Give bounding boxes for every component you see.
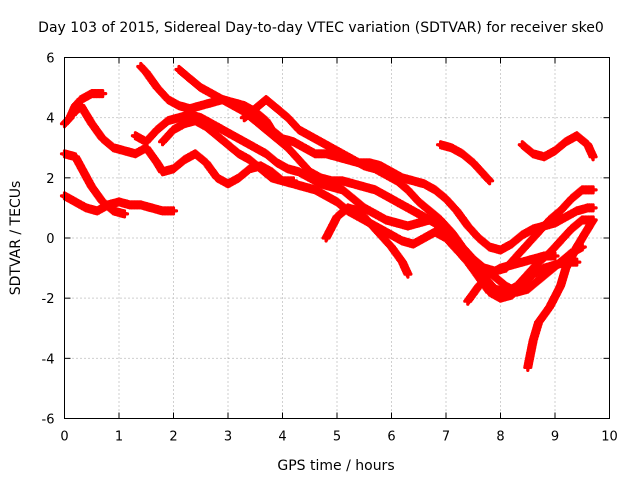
y-axis-label: SDTVAR / TECUs	[8, 181, 24, 296]
series-track-13	[463, 251, 560, 306]
x-tick-label: 9	[551, 430, 559, 445]
series-track-3	[59, 149, 130, 219]
y-tick-labels: -6 -4 -2 0 2 4 6	[42, 52, 55, 428]
series-track-14	[523, 215, 598, 372]
x-tick-label: 1	[115, 430, 123, 445]
chart-title: Day 103 of 2015, Sidereal Day-to-day VTE…	[38, 20, 604, 36]
y-tick-label: 2	[46, 172, 54, 187]
plot-frame	[64, 57, 610, 419]
x-tick-label: 2	[169, 430, 177, 445]
series-trace	[324, 206, 410, 276]
y-tick-label: -4	[42, 352, 55, 367]
y-tick-label: -6	[42, 413, 55, 428]
y-tick-label: 6	[46, 52, 54, 67]
series-trace	[62, 92, 105, 126]
series-track-11	[436, 140, 495, 186]
x-tick-label: 6	[387, 430, 395, 445]
series-trace	[439, 143, 492, 183]
series-track-10	[321, 203, 413, 279]
x-tick-label: 5	[333, 430, 341, 445]
series-trace	[466, 254, 557, 303]
y-tick-label: 4	[46, 112, 54, 127]
x-axis-label: GPS time / hours	[277, 458, 394, 474]
series-trace	[526, 218, 595, 369]
series-track-9	[239, 95, 587, 297]
x-tick-label: 4	[278, 430, 286, 445]
x-tick-label: 0	[60, 430, 68, 445]
series-track-12	[517, 131, 598, 162]
y-tick-label: 0	[46, 232, 54, 247]
series-markers	[517, 131, 598, 162]
series-markers	[130, 110, 598, 276]
x-tick-labels: 0 1 2 3 4 5 6 7 8 9 10	[60, 430, 617, 445]
data-series	[59, 61, 598, 372]
series-trace	[133, 113, 595, 273]
y-tick-label: -2	[42, 292, 55, 307]
series-track-7	[130, 110, 598, 276]
x-tick-label: 3	[224, 430, 232, 445]
series-trace	[62, 194, 176, 213]
series-trace	[520, 134, 595, 159]
x-tick-label: 8	[496, 430, 504, 445]
series-trace	[62, 152, 127, 216]
x-tick-label: 7	[442, 430, 450, 445]
x-tick-label: 10	[601, 430, 618, 445]
series-trace	[242, 98, 584, 294]
